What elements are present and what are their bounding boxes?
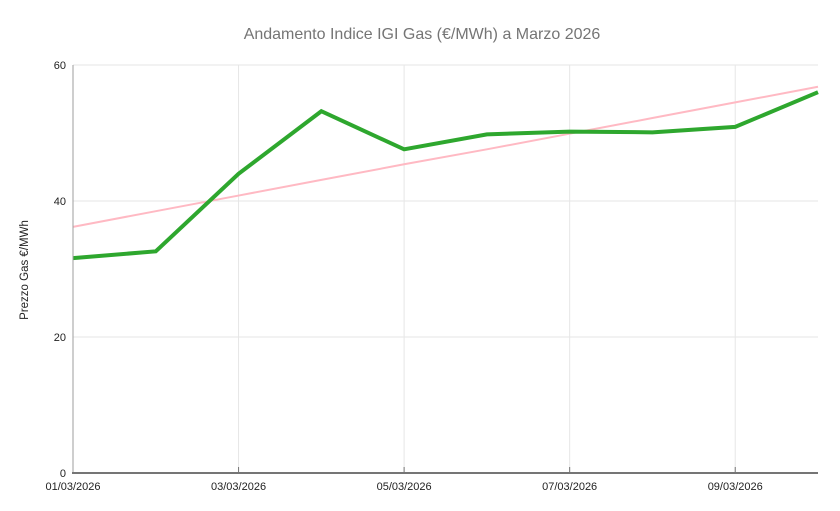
x-tick-label: 09/03/2026 (708, 481, 763, 493)
trend-line (72, 85, 819, 228)
x-tick-label: 07/03/2026 (542, 481, 597, 493)
x-tick-label: 01/03/2026 (45, 481, 100, 493)
x-tick-label: 03/03/2026 (211, 481, 266, 493)
y-tick-label: 20 (54, 332, 66, 344)
series-layer (72, 85, 819, 261)
y-tick-label: 0 (60, 468, 66, 480)
igi-gas-line (72, 90, 819, 261)
y-tick-label: 40 (54, 196, 66, 208)
y-axis-title: Prezzo Gas €/MWh (19, 220, 31, 320)
x-tick-label: 05/03/2026 (377, 481, 432, 493)
chart-title: Andamento Indice IGI Gas (€/MWh) a Marzo… (244, 26, 601, 43)
grid-layer (73, 64, 818, 473)
axis-layer: 0 20 40 60 01/03/2026 03/03/2026 05/03/2026 07/… (45, 60, 818, 493)
y-tick-label: 60 (54, 60, 66, 72)
